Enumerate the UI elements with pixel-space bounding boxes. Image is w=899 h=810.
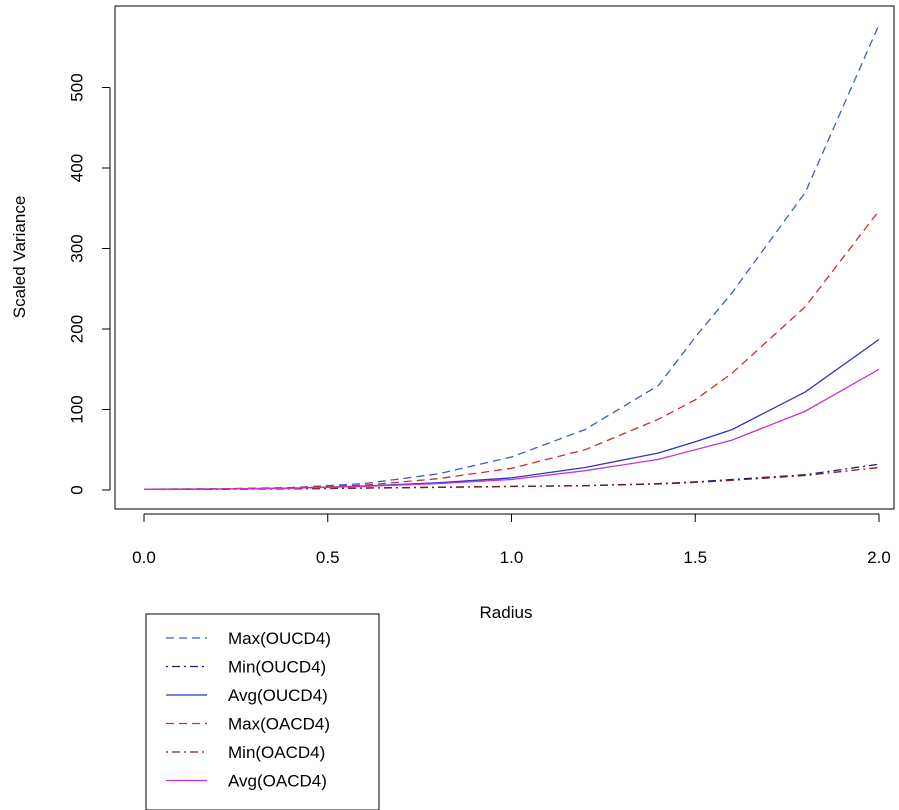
x-tick-label: 2.0 (867, 548, 891, 567)
x-tick-label: 1.5 (683, 548, 707, 567)
y-tick-label: 100 (67, 395, 86, 423)
y-tick-label: 500 (67, 73, 86, 101)
x-tick-label: 0.5 (316, 548, 340, 567)
series-layer (143, 24, 880, 490)
y-axis-label: Scaled Variance (10, 196, 29, 319)
legend-label-2: Avg(OUCD4) (228, 686, 328, 705)
y-tick-label: 200 (67, 315, 86, 343)
x-tick-label: 0.0 (132, 548, 156, 567)
legend-label-1: Min(OUCD4) (228, 658, 326, 677)
series-line-3 (143, 210, 880, 490)
series-line-0 (143, 24, 880, 490)
series-line-2 (143, 338, 880, 490)
legend: Max(OUCD4) Min(OUCD4) Avg(OUCD4) Max(OACD4)… (145, 613, 380, 810)
x-axis: 0.0 0.5 1.0 1.5 2.0 (132, 513, 891, 567)
plot-frame (114, 5, 895, 510)
legend-label-4: Min(OACD4) (228, 743, 325, 762)
legend-label-0: Max(OUCD4) (228, 629, 331, 648)
y-tick-label: 0 (67, 485, 86, 494)
series-line-5 (143, 368, 880, 490)
legend-label-5: Avg(OACD4) (228, 772, 327, 791)
y-axis: 0 100 200 300 400 500 (67, 73, 111, 495)
legend-label-3: Max(OACD4) (228, 715, 330, 734)
y-tick-label: 400 (67, 154, 86, 182)
legend-box (145, 613, 380, 810)
x-axis-label: Radius (480, 603, 533, 622)
y-tick-label: 300 (67, 234, 86, 262)
x-tick-label: 1.0 (500, 548, 524, 567)
